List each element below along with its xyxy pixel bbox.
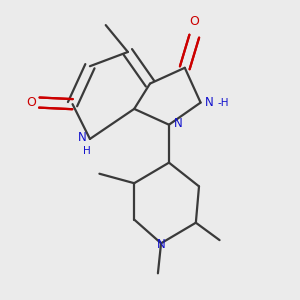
Text: N: N [205, 96, 214, 109]
Text: N: N [174, 117, 182, 130]
Text: O: O [26, 96, 36, 109]
Text: O: O [189, 15, 199, 28]
Text: N: N [157, 238, 165, 251]
Text: N: N [78, 131, 87, 144]
Text: -H: -H [218, 98, 230, 108]
Text: H: H [83, 146, 91, 156]
